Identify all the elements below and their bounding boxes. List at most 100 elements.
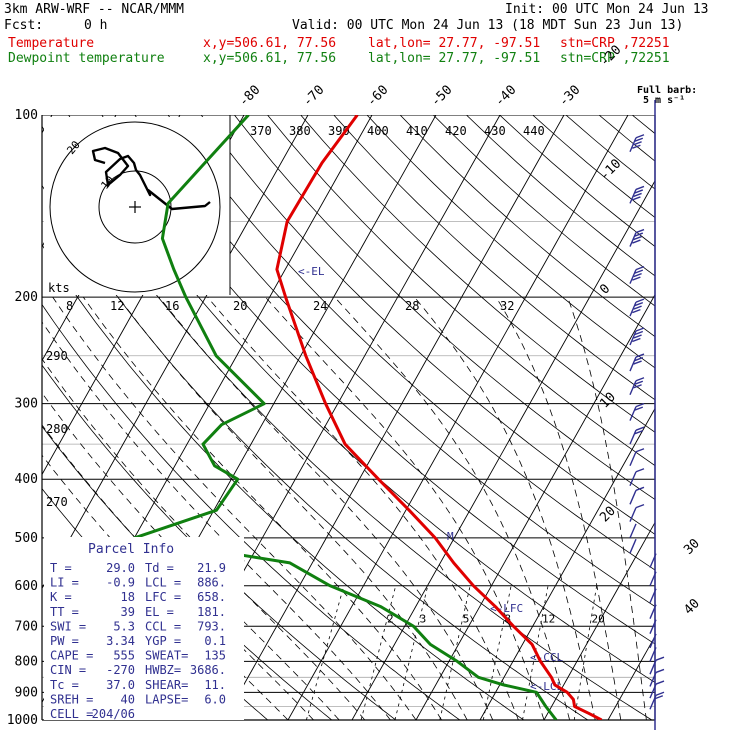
dewpoint-profile: [132, 115, 558, 720]
wind-barb-flag: [634, 189, 644, 194]
theta-label: 370: [250, 124, 272, 138]
parcel-info-value: 181.: [197, 605, 226, 619]
moist-adiabat-line: [414, 296, 596, 720]
hodograph-speed-label: 12: [110, 299, 124, 313]
parcel-info-key: LI =: [50, 576, 79, 590]
mixing-ratio-line: [305, 585, 345, 720]
wind-barb-flag: [633, 305, 642, 310]
parcel-info-value: 11.: [204, 678, 226, 692]
wind-barb-shaft: [649, 571, 657, 587]
isotherm-line: [351, 179, 655, 720]
parcel-info-key: YGP =: [145, 634, 181, 648]
temperature-profile: [275, 115, 603, 720]
wind-barb-shaft: [629, 269, 637, 284]
hodograph-speed-label: 24: [313, 299, 327, 313]
dewpoint-legend-xy: x,y=506.61, 77.56: [203, 51, 337, 66]
moist-adiabat-line: [42, 392, 340, 720]
parcel-info-value: 135: [204, 649, 226, 663]
dry-adiabat-line: [42, 125, 653, 720]
wind-barb-shaft: [629, 490, 637, 505]
dewpoint-legend-station: stn=CRP ,72251: [560, 51, 670, 66]
dry-adiabat-line: [42, 303, 461, 720]
wind-barb-flag: [634, 356, 644, 362]
parcel-info-value: 40: [121, 692, 135, 706]
wind-barb-flag: [633, 334, 642, 339]
dry-adiabat-line: [598, 115, 655, 162]
dry-adiabat-line: [42, 244, 525, 720]
parcel-info-value: 555: [113, 649, 135, 663]
theta-label: 380: [289, 124, 311, 138]
mixing-ratio-line: [482, 585, 512, 720]
wind-barb-flag: [634, 430, 644, 435]
isotherm-label: -50: [428, 83, 455, 110]
parcel-info-key: EL =: [145, 605, 174, 619]
barb-legend-title: Full barb:: [637, 85, 697, 96]
barb-legend-unit: 5 m s⁻¹: [643, 95, 685, 106]
wind-barb-shaft: [629, 330, 637, 346]
parcel-info-key: SWEAT=: [145, 649, 188, 663]
dry-adiabat-line: [300, 115, 655, 433]
wind-barb-flag: [633, 141, 642, 146]
parcel-info-value: 658.: [197, 590, 226, 604]
moist-adiabat-line: [567, 296, 647, 720]
wind-barb-shaft: [649, 619, 657, 634]
temperature-legend-xy: x,y=506.61, 77.56: [203, 36, 337, 51]
init-time: Init: 00 UTC Mon 24 Jun 13: [505, 2, 709, 17]
mixing-ratio-line: [360, 585, 397, 720]
parcel-info-value: 204/06: [92, 707, 135, 721]
wind-barb-flag: [634, 137, 644, 142]
hodograph-speed-label: 16: [165, 299, 179, 313]
wind-barb-flag: [634, 380, 644, 385]
wind-barb-flag: [634, 406, 644, 411]
mixing-ratio-line: [522, 585, 549, 720]
dry-adiabat-line: [68, 115, 655, 683]
wind-barb-flag: [635, 468, 645, 473]
parcel-info-background: [44, 537, 244, 720]
isotherm-line: [287, 115, 629, 720]
parcel-info-key: SWI =: [50, 619, 86, 633]
dry-adiabat-line: [665, 115, 740, 720]
wind-barb-shaft: [629, 356, 637, 372]
wind-barb-flag: [632, 308, 641, 314]
parcel-info-value: 18: [121, 590, 135, 604]
wind-barb-shaft: [629, 137, 637, 152]
isotherm-line: [415, 293, 655, 720]
mixing-ratio-label: 12: [542, 612, 555, 625]
temperature-legend-name: Temperature: [8, 36, 95, 51]
hodograph-trace: [91, 146, 211, 211]
dry-adiabat-line: [631, 115, 655, 135]
wind-barb-shaft: [649, 659, 657, 675]
isotherm-label: -10: [597, 156, 624, 183]
dewpoint-legend-latlon: lat,lon= 27.77, -97.51: [368, 51, 541, 66]
wind-barb-flag: [632, 196, 641, 201]
wind-barb-flag: [634, 269, 644, 274]
dry-adiabat-line: [234, 115, 655, 500]
theta-label: 400: [367, 124, 389, 138]
parcel-info-value: 3.34: [106, 634, 135, 648]
valid-time: Valid: 00 UTC Mon 24 Jun 13 (18 MDT Sun …: [292, 18, 684, 33]
wind-barb-flag: [635, 353, 645, 358]
wind-barb-flag: [635, 298, 645, 303]
theta-label: 440: [523, 124, 545, 138]
pressure-tick-label: 400: [15, 472, 38, 487]
pressure-tick-label: 600: [15, 579, 38, 594]
wind-barb-flag: [634, 232, 644, 237]
isotherm-line: [672, 115, 740, 720]
theta-label: 410: [406, 124, 428, 138]
dry-adiabat-line: [200, 115, 655, 535]
parcel-info-key: LFC =: [145, 590, 181, 604]
wind-barb-shaft: [629, 301, 637, 317]
wind-barb-flag: [635, 185, 645, 191]
moist-adiabat-line: [495, 296, 622, 720]
model-title: 3km ARW-WRF -- NCAR/MMM: [4, 2, 185, 17]
isotherm-line: [607, 635, 655, 720]
wind-barb-shaft: [649, 694, 657, 710]
forecast-hour: 0 h: [84, 18, 108, 33]
dry-adiabat-line: [167, 115, 655, 571]
moist-adiabat-line: [82, 296, 442, 720]
parcel-info-value: 5.3: [113, 619, 135, 633]
isotherm-label: -20: [597, 43, 624, 70]
wind-barb-flag: [655, 691, 665, 696]
wind-barb-flag: [633, 235, 642, 241]
parcel-info-value: -0.9: [106, 576, 135, 590]
